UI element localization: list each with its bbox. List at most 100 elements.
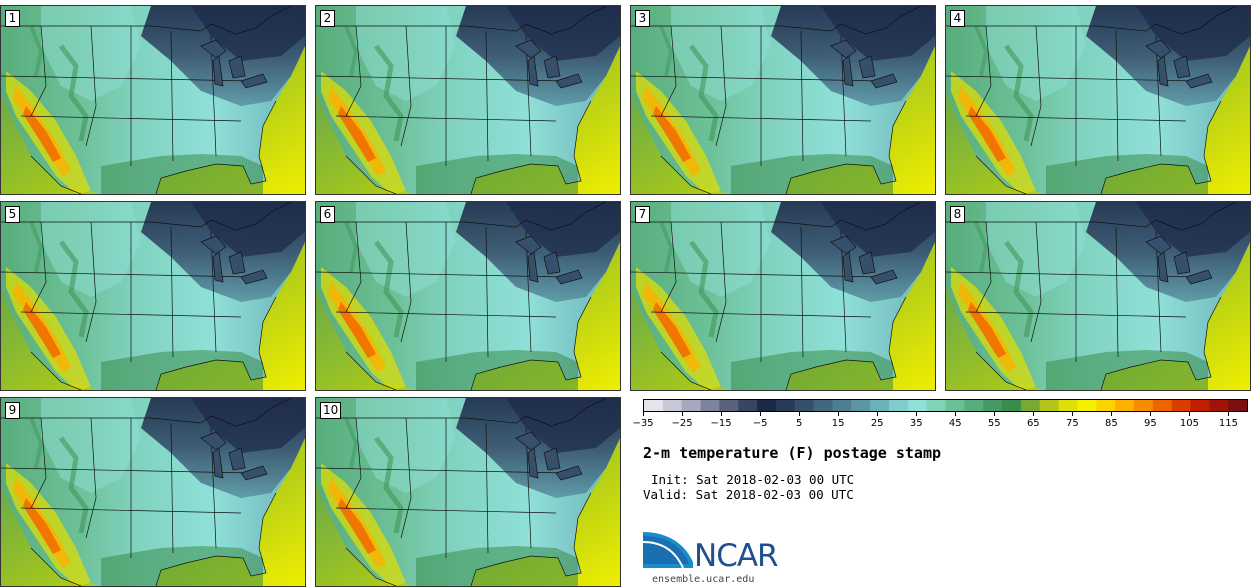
colorbar-swatch xyxy=(1171,400,1191,411)
colorbar-tick-label: −15 xyxy=(710,418,732,429)
colorbar-tick-label: 85 xyxy=(1105,418,1118,429)
temperature-map xyxy=(631,6,935,194)
member-panel-8[interactable]: 8 xyxy=(945,201,1251,391)
colorbar-tick xyxy=(1072,412,1074,416)
panel-number: 6 xyxy=(320,206,335,223)
colorbar-tick xyxy=(1189,412,1191,416)
colorbar-swatch xyxy=(832,400,852,411)
colorbar-swatch xyxy=(1096,400,1116,411)
colorbar-swatch xyxy=(813,400,833,411)
panel-number: 1 xyxy=(5,10,20,27)
panel-number: 8 xyxy=(950,206,965,223)
colorbar-tick-label: 45 xyxy=(948,418,962,429)
panel-number: 3 xyxy=(635,10,650,27)
colorbar-swatch xyxy=(1039,400,1060,411)
panel-number: 2 xyxy=(320,10,335,27)
colorbar-tick-label: −35 xyxy=(632,418,654,429)
temperature-map xyxy=(1,202,305,390)
colorbar-tick-label: 15 xyxy=(831,418,845,429)
temperature-map xyxy=(316,398,620,586)
member-panel-5[interactable]: 5 xyxy=(0,201,306,391)
colorbar-swatch xyxy=(1058,400,1078,411)
colorbar-swatch xyxy=(926,400,946,411)
website-url[interactable]: ensemble.ucar.edu xyxy=(652,574,755,585)
colorbar-tick-label: 65 xyxy=(1026,418,1040,429)
colorbar-swatch xyxy=(964,400,984,411)
colorbar-tick-label: 5 xyxy=(795,418,803,429)
temperature-map xyxy=(631,202,935,390)
colorbar-tick xyxy=(1228,412,1230,416)
colorbar-swatch xyxy=(644,400,664,411)
colorbar-tick xyxy=(1150,412,1152,416)
colorbar-swatch xyxy=(738,400,758,411)
ncar-logo-text: NCAR xyxy=(694,538,779,574)
member-panel-7[interactable]: 7 xyxy=(630,201,936,391)
temperature-map xyxy=(946,202,1250,390)
colorbar-swatch xyxy=(1209,400,1229,411)
colorbar-swatch xyxy=(700,400,720,411)
colorbar-swatch xyxy=(1002,400,1022,411)
temperature-map xyxy=(1,6,305,194)
panel-number: 7 xyxy=(635,206,650,223)
chart-title: 2-m temperature (F) postage stamp xyxy=(643,444,942,462)
colorbar-swatch xyxy=(681,400,702,411)
colorbar-swatch xyxy=(1077,400,1097,411)
colorbar-swatch xyxy=(775,400,796,411)
colorbar-swatch xyxy=(888,400,909,411)
member-panel-6[interactable]: 6 xyxy=(315,201,621,391)
colorbar-swatch xyxy=(851,400,871,411)
colorbar-tick xyxy=(955,412,957,416)
temperature-map xyxy=(946,6,1250,194)
panel-number: 5 xyxy=(5,206,20,223)
member-panel-2[interactable]: 2 xyxy=(315,5,621,195)
colorbar-tick-label: 35 xyxy=(909,418,923,429)
colorbar-tick xyxy=(838,412,840,416)
colorbar-swatch xyxy=(870,400,890,411)
ncar-logo-swoosh-icon xyxy=(643,532,693,569)
colorbar-tick xyxy=(1111,412,1113,416)
init-time: Init: Sat 2018-02-03 00 UTC xyxy=(651,472,855,487)
member-panel-1[interactable]: 1 xyxy=(0,5,306,195)
colorbar-swatch xyxy=(1133,400,1154,411)
colorbar-tick-label: 95 xyxy=(1144,418,1157,429)
temperature-map xyxy=(1,398,305,586)
colorbar-tick-label: −25 xyxy=(671,418,693,429)
colorbar-swatch xyxy=(945,400,965,411)
colorbar-tick xyxy=(643,412,644,416)
colorbar-ticks: −35 −25 −15 −5 5 15 25 35 45 55 65 75 85 95 105 115 xyxy=(632,412,1248,432)
colorbar-tick-label: 55 xyxy=(987,418,1001,429)
panel-number: 9 xyxy=(5,402,20,419)
member-panel-9[interactable]: 9 xyxy=(0,397,306,587)
colorbar-tick xyxy=(682,412,684,416)
panel-number: 10 xyxy=(320,402,342,419)
colorbar-swatch xyxy=(1115,400,1135,411)
colorbar-swatch xyxy=(1190,400,1210,411)
member-panel-10[interactable]: 10 xyxy=(315,397,621,587)
valid-time: Valid: Sat 2018-02-03 00 UTC xyxy=(643,487,854,502)
colorbar-swatch xyxy=(1228,400,1247,411)
colorbar-swatch xyxy=(983,400,1003,411)
colorbar-tick xyxy=(721,412,723,416)
colorbar-swatch xyxy=(757,400,777,411)
colorbar-tick-label: 75 xyxy=(1065,418,1079,429)
panel-number: 4 xyxy=(950,10,965,27)
colorbar-tick xyxy=(877,412,879,416)
colorbar-swatch xyxy=(1152,400,1173,411)
colorbar-tick xyxy=(1033,412,1035,416)
member-panel-4[interactable]: 4 xyxy=(945,5,1251,195)
colorbar-tick xyxy=(760,412,762,416)
colorbar-swatch xyxy=(794,400,815,411)
colorbar-tick-label: 25 xyxy=(870,418,884,429)
colorbar-swatch xyxy=(662,400,683,411)
colorbar-tick xyxy=(994,412,996,416)
colorbar-swatch xyxy=(907,400,928,411)
colorbar-tick-label: −5 xyxy=(752,418,768,429)
colorbar-tick-label: 105 xyxy=(1179,418,1199,429)
colorbar-swatch xyxy=(1020,400,1041,411)
colorbar xyxy=(643,399,1248,412)
colorbar-tick xyxy=(916,412,918,416)
temperature-map xyxy=(316,202,620,390)
member-panel-3[interactable]: 3 xyxy=(630,5,936,195)
colorbar-swatch xyxy=(719,400,739,411)
temperature-map xyxy=(316,6,620,194)
